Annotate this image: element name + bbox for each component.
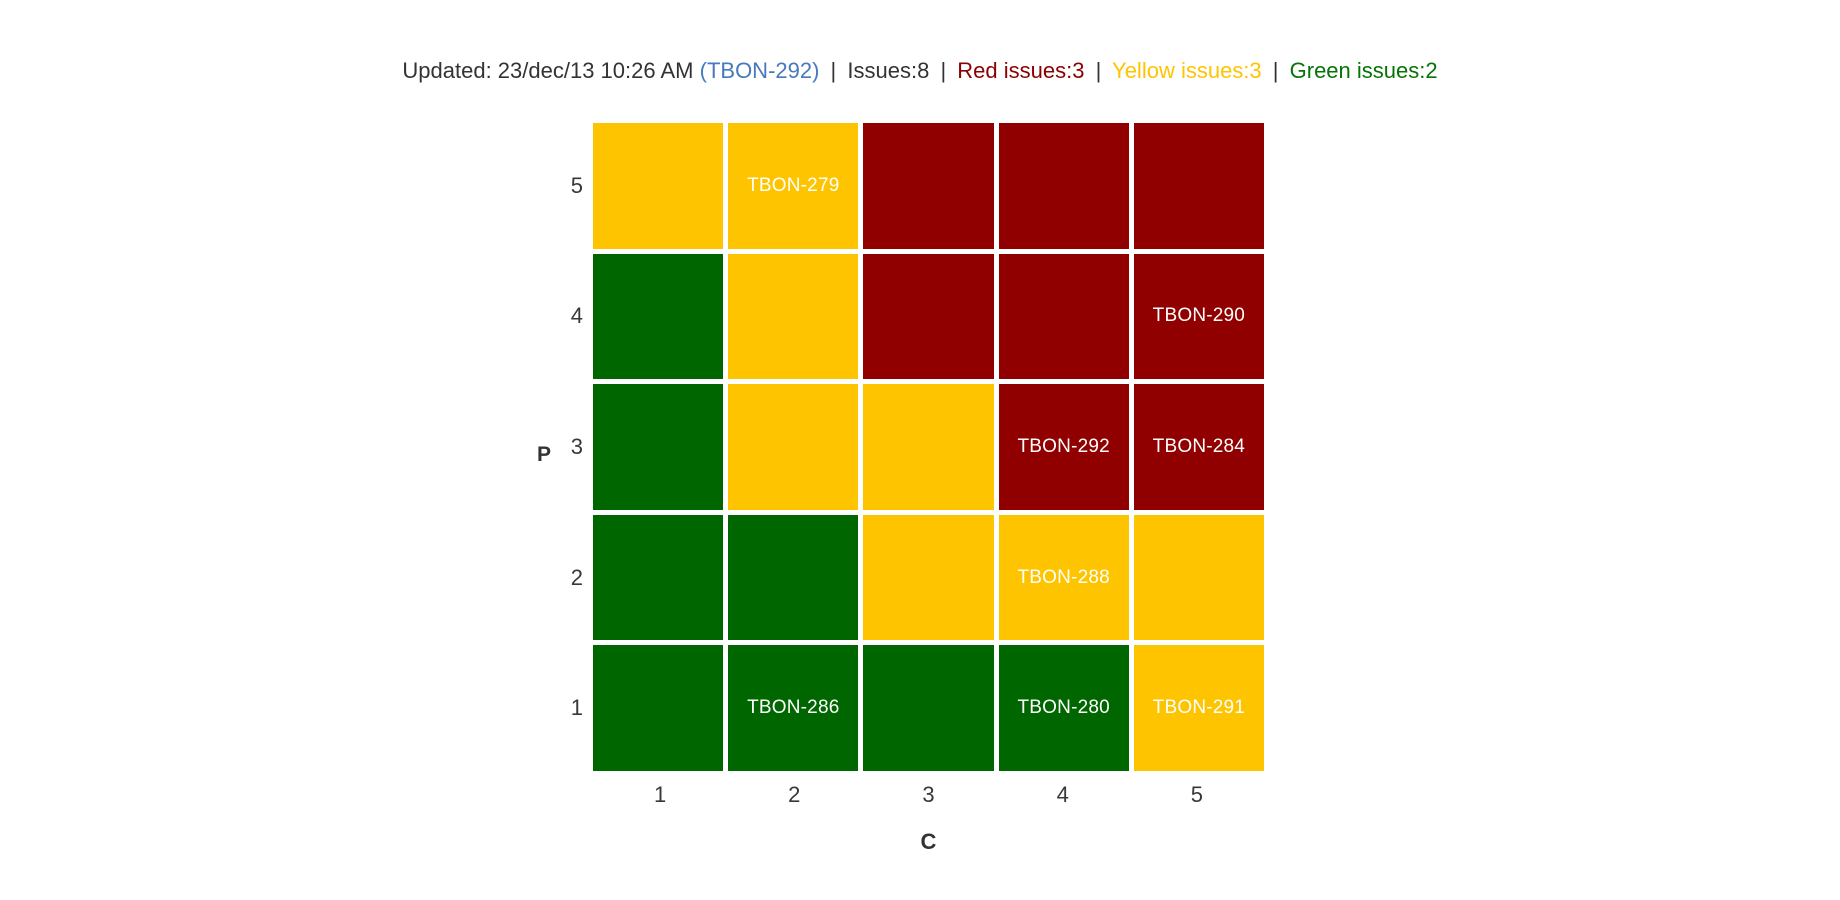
issue-label: TBON-284 [1152, 435, 1246, 457]
matrix-cell-p5-c2[interactable]: TBON-279 [728, 123, 859, 249]
matrix-cell-p3-c5[interactable]: TBON-284 [1133, 384, 1264, 510]
matrix-cell-p5-c5 [1133, 123, 1264, 249]
matrix-cell-p3-c3 [863, 384, 994, 510]
x-tick-1: 1 [653, 782, 667, 807]
separator: | [1272, 58, 1279, 83]
updated-label: Updated: 23/dec/13 10:26 AM [402, 58, 694, 83]
issue-label: TBON-286 [747, 697, 840, 719]
yellow-issues-count: Yellow issues:3 [1112, 58, 1262, 83]
matrix-cell-p2-c3 [863, 514, 994, 641]
green-issues-count: Green issues:2 [1289, 58, 1438, 83]
matrix-cell-p3-c4[interactable]: TBON-292 [998, 384, 1129, 510]
matrix-cell-p4-c4 [998, 253, 1129, 380]
x-axis-ticks: 1 2 3 4 5 [593, 782, 1264, 808]
matrix-cell-p1-c4[interactable]: TBON-280 [998, 645, 1129, 771]
matrix-cell-p1-c2[interactable]: TBON-286 [728, 645, 859, 771]
matrix-cell-p2-c1 [593, 514, 724, 641]
y-axis-ticks: 5 4 3 2 1 [443, 123, 583, 771]
issues-total: Issues:8 [847, 58, 930, 83]
matrix-cell-p4-c1 [593, 253, 724, 380]
y-tick-1: 1 [570, 695, 583, 721]
matrix-cell-p5-c3 [863, 123, 994, 249]
matrix-cell-p2-c2 [728, 514, 859, 641]
matrix-cell-p1-c1 [593, 645, 724, 771]
x-axis-label: C [920, 829, 937, 854]
matrix-cell-p5-c4 [998, 123, 1129, 249]
matrix-cell-p4-c2 [728, 253, 859, 380]
red-issues-count: Red issues:3 [957, 58, 1085, 83]
matrix-cell-p4-c3 [863, 253, 994, 380]
x-tick-4: 4 [1056, 782, 1069, 807]
matrix-cell-p2-c5 [1133, 514, 1264, 641]
matrix-cell-p4-c5[interactable]: TBON-290 [1133, 253, 1264, 380]
y-tick-5: 5 [570, 172, 583, 198]
matrix-cell-p2-c4[interactable]: TBON-288 [998, 514, 1129, 641]
matrix-cell-p1-c3 [863, 645, 994, 771]
status-bar: Updated: 23/dec/13 10:26 AM (TBON-292) |… [0, 57, 1840, 85]
issue-label: TBON-280 [1017, 697, 1110, 719]
matrix-cell-p1-c5[interactable]: TBON-291 [1133, 645, 1264, 771]
issue-label: TBON-291 [1152, 697, 1246, 719]
issue-label: TBON-279 [747, 174, 840, 196]
risk-matrix-chart: TBON-279 TBON-290 TBON-292 TBON-284 TBON-288… [593, 123, 1264, 771]
matrix-cell-p3-c1 [593, 384, 724, 510]
x-tick-2: 2 [788, 782, 801, 807]
issue-link[interactable]: (TBON-292) [699, 58, 820, 83]
y-tick-3: 3 [570, 433, 583, 459]
y-tick-4: 4 [570, 303, 583, 329]
separator: | [1095, 58, 1102, 83]
x-tick-5: 5 [1190, 782, 1204, 807]
issue-label: TBON-290 [1152, 305, 1246, 327]
separator: | [830, 58, 837, 83]
issue-label: TBON-288 [1017, 566, 1110, 588]
x-tick-3: 3 [922, 782, 935, 807]
matrix-cell-p5-c1 [593, 123, 724, 249]
issue-label: TBON-292 [1017, 435, 1110, 457]
separator: | [940, 58, 947, 83]
matrix-cell-p3-c2 [728, 384, 859, 510]
y-tick-2: 2 [570, 564, 583, 590]
y-axis-label: P [537, 443, 552, 466]
